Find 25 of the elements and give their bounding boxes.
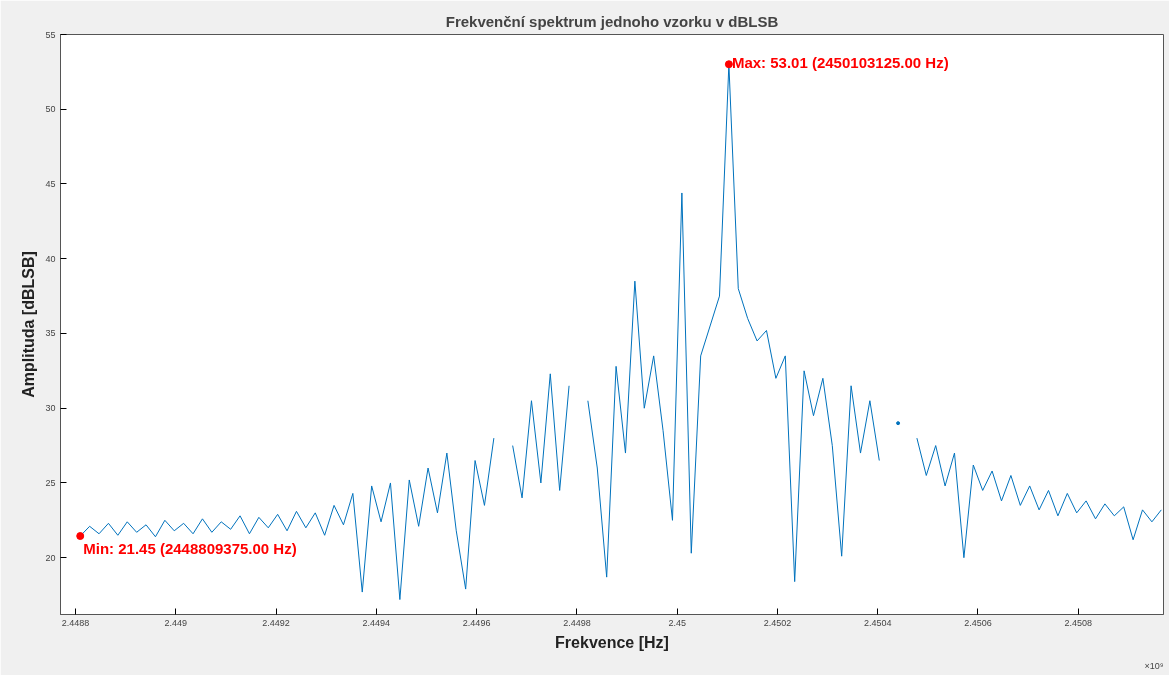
- annotation: Min: 21.45 (2448809375.00 Hz): [83, 540, 297, 558]
- x-tick-label: 2.4496: [462, 617, 491, 628]
- y-tick-label: 30: [45, 403, 56, 414]
- chart-title: Frekvenční spektrum jednoho vzorku v dBLSB: [445, 12, 779, 30]
- y-tick-label: 20: [45, 552, 56, 563]
- y-tick-label: 35: [45, 328, 56, 339]
- text: ×10⁹: [1144, 660, 1164, 671]
- x-tick-label: 2.4494: [362, 617, 391, 628]
- x-tick-label: 2.45: [668, 617, 686, 628]
- annotation: Max: 53.01 (2450103125.00 Hz): [731, 53, 949, 71]
- x-tick-label: 2.449: [164, 617, 188, 628]
- y-axis-title: Amplituda [dBLSB]: [20, 251, 38, 398]
- x-axis-title: Frekvence [Hz]: [555, 633, 669, 651]
- x-tick-label: 2.4508: [1064, 617, 1093, 628]
- y-tick-label: 50: [45, 104, 56, 115]
- x-tick-label: 2.4506: [964, 617, 992, 628]
- x-tick-label: 2.4492: [262, 617, 290, 628]
- y-tick-label: 45: [45, 178, 56, 189]
- y-tick-label: 40: [45, 253, 56, 264]
- x-tick-label: 2.4502: [763, 617, 792, 628]
- x-tick-label: 2.4498: [563, 617, 591, 628]
- y-tick-label: 55: [45, 29, 56, 40]
- x-tick-label: 2.4504: [863, 617, 892, 628]
- x-tick-label: 2.4488: [61, 617, 90, 628]
- y-tick-label: 25: [45, 477, 56, 488]
